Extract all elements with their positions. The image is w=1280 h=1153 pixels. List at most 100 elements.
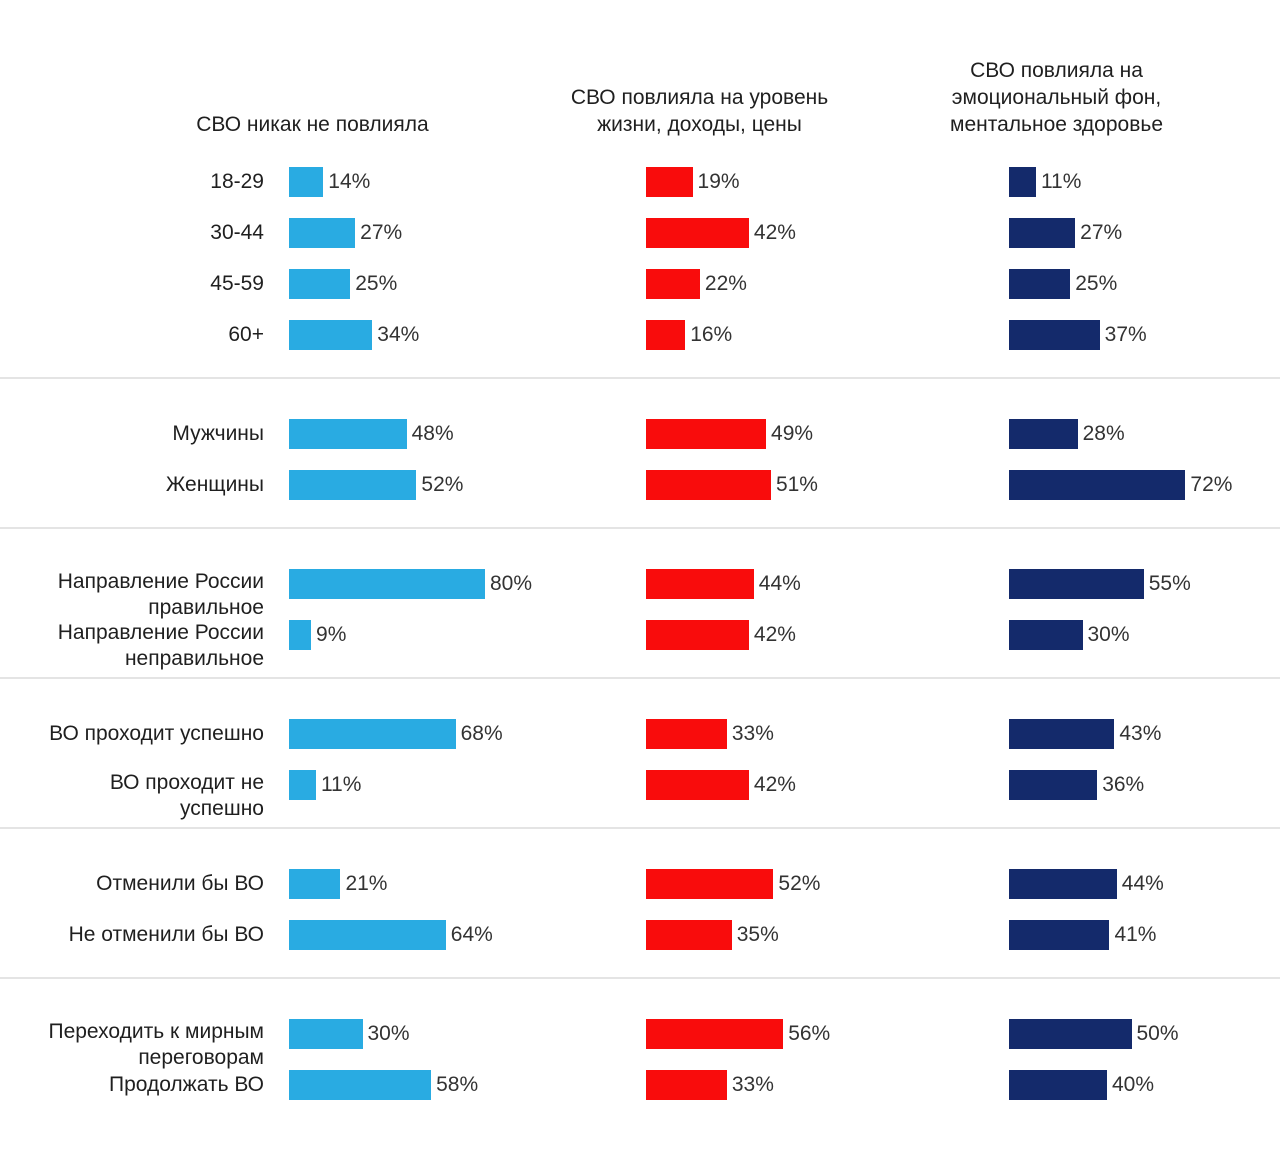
- bar-value-label: 44%: [758, 572, 801, 595]
- bar-value-label: 28%: [1082, 422, 1125, 445]
- bar-cell: 36%: [1009, 770, 1280, 800]
- bar: [289, 167, 324, 197]
- bar: [1009, 167, 1036, 197]
- bar-value-label: 42%: [753, 773, 796, 796]
- bar: [1009, 920, 1110, 950]
- chart-row: Направление России неправильное 9% 42% 30%: [0, 620, 1280, 671]
- row-label: Направление России правильное: [57, 570, 264, 619]
- bar: [1009, 770, 1098, 800]
- bar-cell: 9%: [289, 620, 646, 650]
- bar-value-label: 37%: [1104, 323, 1147, 346]
- bar-cell: 42%: [646, 770, 1009, 800]
- bar-cell: 30%: [289, 1019, 646, 1049]
- bar-value-label: 55%: [1148, 572, 1191, 595]
- bar-cell: 50%: [1009, 1019, 1280, 1049]
- column-header-living-standards: СВО повлияла на уровень жизни, доходы, ц…: [570, 86, 829, 136]
- bar-value-label: 51%: [775, 473, 818, 496]
- bar-cell: 28%: [1009, 419, 1280, 449]
- bar: [289, 770, 316, 800]
- bar-value-label: 41%: [1114, 923, 1157, 946]
- bar-cell: 52%: [289, 470, 646, 500]
- bar-cell: 72%: [1009, 470, 1280, 500]
- section-divider: [0, 377, 1280, 379]
- row-label: Женщины: [165, 473, 264, 496]
- bar-cell: 58%: [289, 1070, 646, 1100]
- chart-row: Направление России правильное 80% 44% 55%: [0, 569, 1280, 620]
- chart-body: 18-29 14% 19% 11% 30-44 27% 42% 27% 45-59 25% 22% 2…: [0, 150, 1280, 1121]
- bar: [289, 1019, 363, 1049]
- row-label: 18-29: [210, 170, 264, 193]
- chart-section: 18-29 14% 19% 11% 30-44 27% 42% 27% 45-59 25% 22% 2…: [0, 150, 1280, 371]
- bar-cell: 64%: [289, 920, 646, 950]
- bar-cell: 42%: [646, 218, 1009, 248]
- bar: [289, 719, 456, 749]
- bar-cell: 14%: [289, 167, 646, 197]
- bar: [646, 920, 732, 950]
- row-label: 45-59: [210, 272, 264, 295]
- row-label: Направление России неправильное: [57, 621, 264, 670]
- bar-value-label: 30%: [1087, 623, 1130, 646]
- bar-value-label: 21%: [345, 872, 388, 895]
- bar-cell: 80%: [289, 569, 646, 599]
- bar-cell: 43%: [1009, 719, 1280, 749]
- row-label: Не отменили бы ВО: [68, 923, 264, 946]
- bar: [1009, 1070, 1107, 1100]
- bar-cell: 44%: [646, 569, 1009, 599]
- bar-cell: 25%: [289, 269, 646, 299]
- bar: [646, 419, 767, 449]
- chart-section: Отменили бы ВО 21% 52% 44% Не отменили бы ВО…: [0, 829, 1280, 971]
- bar-cell: 41%: [1009, 920, 1280, 950]
- bar: [646, 1070, 727, 1100]
- bar: [646, 869, 774, 899]
- bar-cell: 48%: [289, 419, 646, 449]
- chart-row: Отменили бы ВО 21% 52% 44%: [0, 869, 1280, 920]
- bar-cell: 30%: [1009, 620, 1280, 650]
- chart-row: ВО проходит не успешно 11% 42% 36%: [0, 770, 1280, 821]
- bar: [1009, 269, 1071, 299]
- bar: [1009, 419, 1078, 449]
- chart-row: Женщины 52% 51% 72%: [0, 470, 1280, 521]
- bar-value-label: 42%: [753, 623, 796, 646]
- bar: [646, 1019, 784, 1049]
- bar-value-label: 33%: [731, 1073, 774, 1096]
- bar-cell: 22%: [646, 269, 1009, 299]
- section-divider: [0, 677, 1280, 679]
- bar-value-label: 50%: [1136, 1022, 1179, 1045]
- bar: [646, 770, 749, 800]
- bar-cell: 49%: [646, 419, 1009, 449]
- bar-value-label: 58%: [436, 1073, 479, 1096]
- bar-value-label: 56%: [788, 1022, 831, 1045]
- section-divider: [0, 527, 1280, 529]
- bar: [289, 920, 446, 950]
- chart-row: 60+ 34% 16% 37%: [0, 320, 1280, 371]
- bar: [646, 218, 749, 248]
- bar-value-label: 25%: [355, 272, 398, 295]
- bar-cell: 56%: [646, 1019, 1009, 1049]
- bar: [1009, 320, 1100, 350]
- bar-value-label: 40%: [1112, 1073, 1155, 1096]
- bar: [1009, 869, 1117, 899]
- bar: [1009, 1019, 1132, 1049]
- column-header-no-effect: СВО никак не повлияла: [196, 113, 429, 136]
- bar-value-label: 48%: [411, 422, 454, 445]
- bar: [1009, 719, 1115, 749]
- chart-row: Не отменили бы ВО 64% 35% 41%: [0, 920, 1280, 971]
- row-label: 60+: [228, 323, 264, 346]
- bar-value-label: 68%: [460, 722, 503, 745]
- bar-cell: 21%: [289, 869, 646, 899]
- bar-cell: 11%: [289, 770, 646, 800]
- bar-value-label: 27%: [1080, 221, 1123, 244]
- chart-section: Направление России правильное 80% 44% 55% На…: [0, 529, 1280, 671]
- row-label: Продолжать ВО: [108, 1073, 264, 1096]
- bar: [1009, 569, 1144, 599]
- bar-value-label: 35%: [736, 923, 779, 946]
- chart-section: Мужчины 48% 49% 28% Женщины 52% 51% 72%: [0, 379, 1280, 521]
- bar: [289, 620, 312, 650]
- bar-cell: 11%: [1009, 167, 1280, 197]
- chart-section: ВО проходит успешно 68% 33% 43% ВО проходит …: [0, 679, 1280, 821]
- bar: [1009, 218, 1076, 248]
- column-headers: СВО никак не повлияла СВО повлияла на ур…: [0, 0, 1280, 150]
- bar: [289, 269, 351, 299]
- section-divider: [0, 977, 1280, 979]
